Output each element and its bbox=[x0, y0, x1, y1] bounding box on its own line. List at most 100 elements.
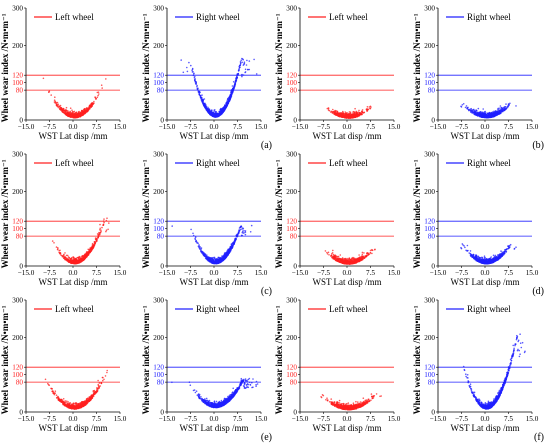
data-point bbox=[491, 113, 493, 116]
data-point bbox=[499, 105, 502, 107]
data-point bbox=[84, 110, 86, 113]
y-tick-label: 200 bbox=[153, 188, 164, 196]
y-tick-label: 200 bbox=[153, 42, 164, 50]
data-point bbox=[99, 232, 101, 235]
data-point bbox=[180, 59, 182, 61]
data-point bbox=[214, 109, 216, 111]
data-point bbox=[90, 248, 92, 250]
data-point bbox=[93, 100, 95, 103]
data-point bbox=[224, 107, 226, 110]
data-point bbox=[76, 262, 79, 264]
data-point bbox=[246, 59, 248, 62]
x-tick-label: −7.5 bbox=[184, 269, 197, 277]
y-tick-label: 120 bbox=[12, 72, 23, 80]
data-point bbox=[472, 111, 474, 114]
data-point bbox=[64, 256, 67, 259]
x-tick-label: 15.0 bbox=[114, 123, 127, 131]
data-point bbox=[241, 231, 244, 234]
data-point bbox=[487, 116, 490, 119]
data-point bbox=[334, 112, 336, 114]
data-point bbox=[196, 88, 199, 91]
data-point bbox=[48, 91, 50, 93]
y-axis-title: Wheel wear index /N•m•m⁻¹ bbox=[141, 159, 151, 268]
data-point bbox=[213, 256, 216, 259]
data-point bbox=[231, 91, 234, 93]
data-point bbox=[82, 110, 84, 112]
data-point bbox=[358, 109, 360, 112]
data-point bbox=[53, 99, 56, 101]
data-point bbox=[234, 238, 236, 240]
y-tick-label: 120 bbox=[153, 218, 164, 226]
data-point bbox=[353, 111, 356, 113]
data-point bbox=[61, 110, 63, 112]
data-point bbox=[461, 104, 464, 106]
data-point bbox=[244, 233, 247, 236]
data-point bbox=[59, 253, 62, 255]
data-point bbox=[100, 229, 102, 231]
data-point bbox=[202, 253, 204, 255]
data-point bbox=[73, 259, 76, 262]
data-point bbox=[99, 223, 101, 226]
y-tick-label: 100 bbox=[12, 225, 23, 233]
data-point bbox=[468, 109, 470, 112]
data-point bbox=[102, 220, 105, 222]
data-point bbox=[102, 224, 105, 226]
data-point bbox=[498, 112, 500, 114]
data-point bbox=[88, 108, 90, 111]
data-point bbox=[83, 112, 86, 114]
data-point bbox=[66, 113, 69, 115]
data-point bbox=[55, 246, 58, 248]
data-point bbox=[63, 257, 65, 260]
data-point bbox=[105, 230, 107, 233]
x-axis-title: WST Lat disp /mm bbox=[38, 131, 107, 141]
data-point bbox=[197, 91, 200, 93]
data-point bbox=[346, 116, 349, 119]
data-point bbox=[515, 105, 517, 107]
data-point bbox=[230, 95, 233, 97]
data-point bbox=[345, 113, 348, 116]
data-point bbox=[103, 221, 105, 224]
data-point bbox=[59, 106, 61, 109]
data-point bbox=[222, 255, 225, 258]
x-tick-label: 7.5 bbox=[504, 123, 513, 131]
y-tick-label: 0 bbox=[19, 117, 23, 125]
x-tick-label: −7.5 bbox=[455, 123, 468, 131]
data-point bbox=[100, 84, 103, 86]
data-point bbox=[505, 103, 507, 105]
y-tick-label: 200 bbox=[12, 42, 23, 50]
y-tick-label: 200 bbox=[424, 42, 435, 50]
data-point bbox=[76, 260, 78, 263]
data-point bbox=[211, 109, 213, 111]
data-point bbox=[67, 110, 69, 112]
data-point bbox=[51, 240, 54, 242]
data-point bbox=[245, 64, 248, 66]
scatter-points bbox=[51, 217, 110, 265]
data-point bbox=[348, 116, 351, 119]
data-point bbox=[216, 114, 218, 116]
data-point bbox=[218, 111, 221, 113]
data-point bbox=[209, 257, 212, 259]
data-point bbox=[361, 110, 363, 112]
data-point bbox=[96, 91, 99, 94]
data-point bbox=[73, 110, 76, 113]
data-point bbox=[103, 218, 105, 220]
y-tick-label: 300 bbox=[153, 5, 164, 13]
data-point bbox=[334, 109, 336, 112]
data-point bbox=[229, 97, 231, 100]
legend-label: Right wheel bbox=[467, 12, 511, 22]
data-point bbox=[88, 251, 90, 253]
data-point bbox=[73, 258, 76, 260]
data-point bbox=[56, 248, 59, 251]
data-point bbox=[347, 114, 349, 117]
x-tick-label: −15.0 bbox=[18, 269, 35, 277]
data-point bbox=[73, 256, 75, 259]
data-point bbox=[83, 109, 85, 111]
data-point bbox=[105, 78, 107, 80]
y-tick-label: 300 bbox=[12, 5, 23, 13]
data-point bbox=[227, 100, 230, 102]
x-tick-label: −7.5 bbox=[43, 269, 56, 277]
data-point bbox=[240, 235, 243, 237]
data-point bbox=[53, 101, 56, 103]
data-point bbox=[233, 84, 236, 86]
